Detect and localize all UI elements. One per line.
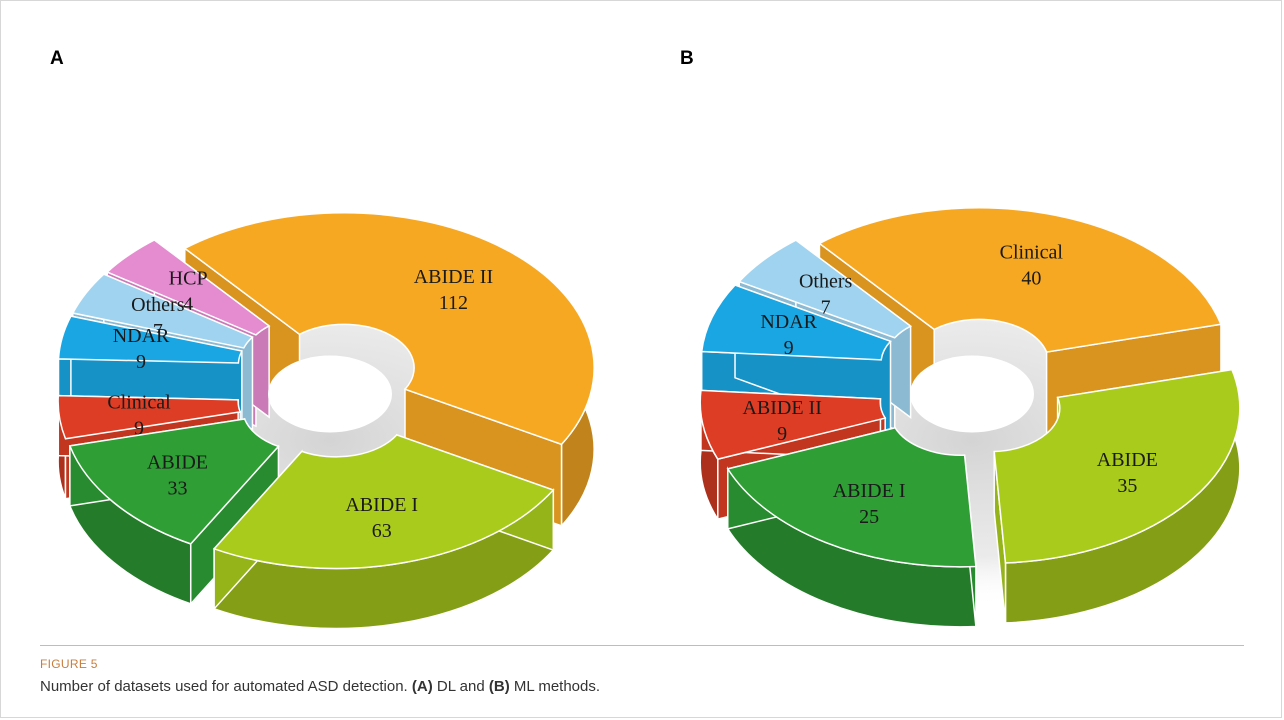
slice-value: 40 (1021, 268, 1041, 290)
slice-value: 9 (777, 423, 787, 445)
panel-letter-a: A (50, 48, 64, 69)
slice-value: 9 (136, 351, 146, 373)
slice-value: 112 (439, 292, 468, 314)
slice-label: ABIDE II (414, 266, 493, 288)
slice-top (993, 368, 1241, 564)
slice-value: 7 (153, 320, 163, 342)
slice-abide: ABIDE 35 (993, 368, 1241, 624)
donut-chart-a: ABIDE II112HCP4Others7NDAR9Clinical9ABID… (57, 212, 600, 630)
slice-abide-i: ABIDE I 63 (212, 433, 555, 630)
slice-top (71, 273, 254, 349)
slice-top (105, 239, 271, 336)
slice-label: Clinical (1000, 242, 1064, 264)
slice-label: NDAR (113, 325, 170, 347)
slice-value: 33 (167, 478, 187, 500)
slice-label: ABIDE (1097, 449, 1158, 471)
caption-ref-a: (A) (411, 678, 433, 695)
panel-letter-b: B (680, 48, 694, 69)
caption-text-1: Number of datasets used for automated AS… (40, 678, 412, 695)
slice-label: HCP (169, 267, 208, 289)
caption-divider (40, 645, 1244, 646)
caption-text-3: ML methods. (509, 678, 601, 695)
slice-label: ABIDE II (742, 397, 821, 419)
slice-top (212, 434, 555, 570)
slice-value: 9 (134, 417, 144, 439)
slice-value: 63 (372, 520, 392, 542)
donut-hole (268, 355, 392, 433)
slice-top (699, 389, 887, 461)
slice-top (818, 207, 1223, 353)
slice-top (57, 315, 243, 364)
caption-text-2: DL and (432, 678, 489, 695)
slice-abide-i: ABIDE I 25 (726, 426, 977, 628)
slice-label: ABIDE I (345, 494, 418, 516)
slice-top (57, 394, 242, 440)
slice-top (700, 284, 892, 361)
slice-value: 7 (821, 296, 831, 318)
slice-value: 9 (784, 337, 794, 359)
slice-value: 4 (183, 293, 193, 315)
slice-label: Others (799, 270, 853, 292)
slice-label: ABIDE I (833, 480, 906, 502)
slice-top (68, 418, 280, 545)
slice-top (726, 426, 977, 568)
figure-label: FIGURE 5 (40, 657, 98, 671)
figure-caption: Number of datasets used for automated AS… (40, 678, 600, 695)
slice-label: ABIDE (147, 452, 208, 474)
slice-label: Others (131, 294, 185, 316)
slice-top (183, 212, 595, 446)
donut-hole (910, 355, 1034, 433)
slice-value: 25 (859, 506, 879, 528)
slice-value: 35 (1117, 475, 1137, 497)
slice-label: Clinical (107, 391, 171, 413)
caption-ref-b: (B) (488, 678, 510, 695)
slice-label: NDAR (760, 311, 817, 333)
slice-top (737, 239, 913, 339)
